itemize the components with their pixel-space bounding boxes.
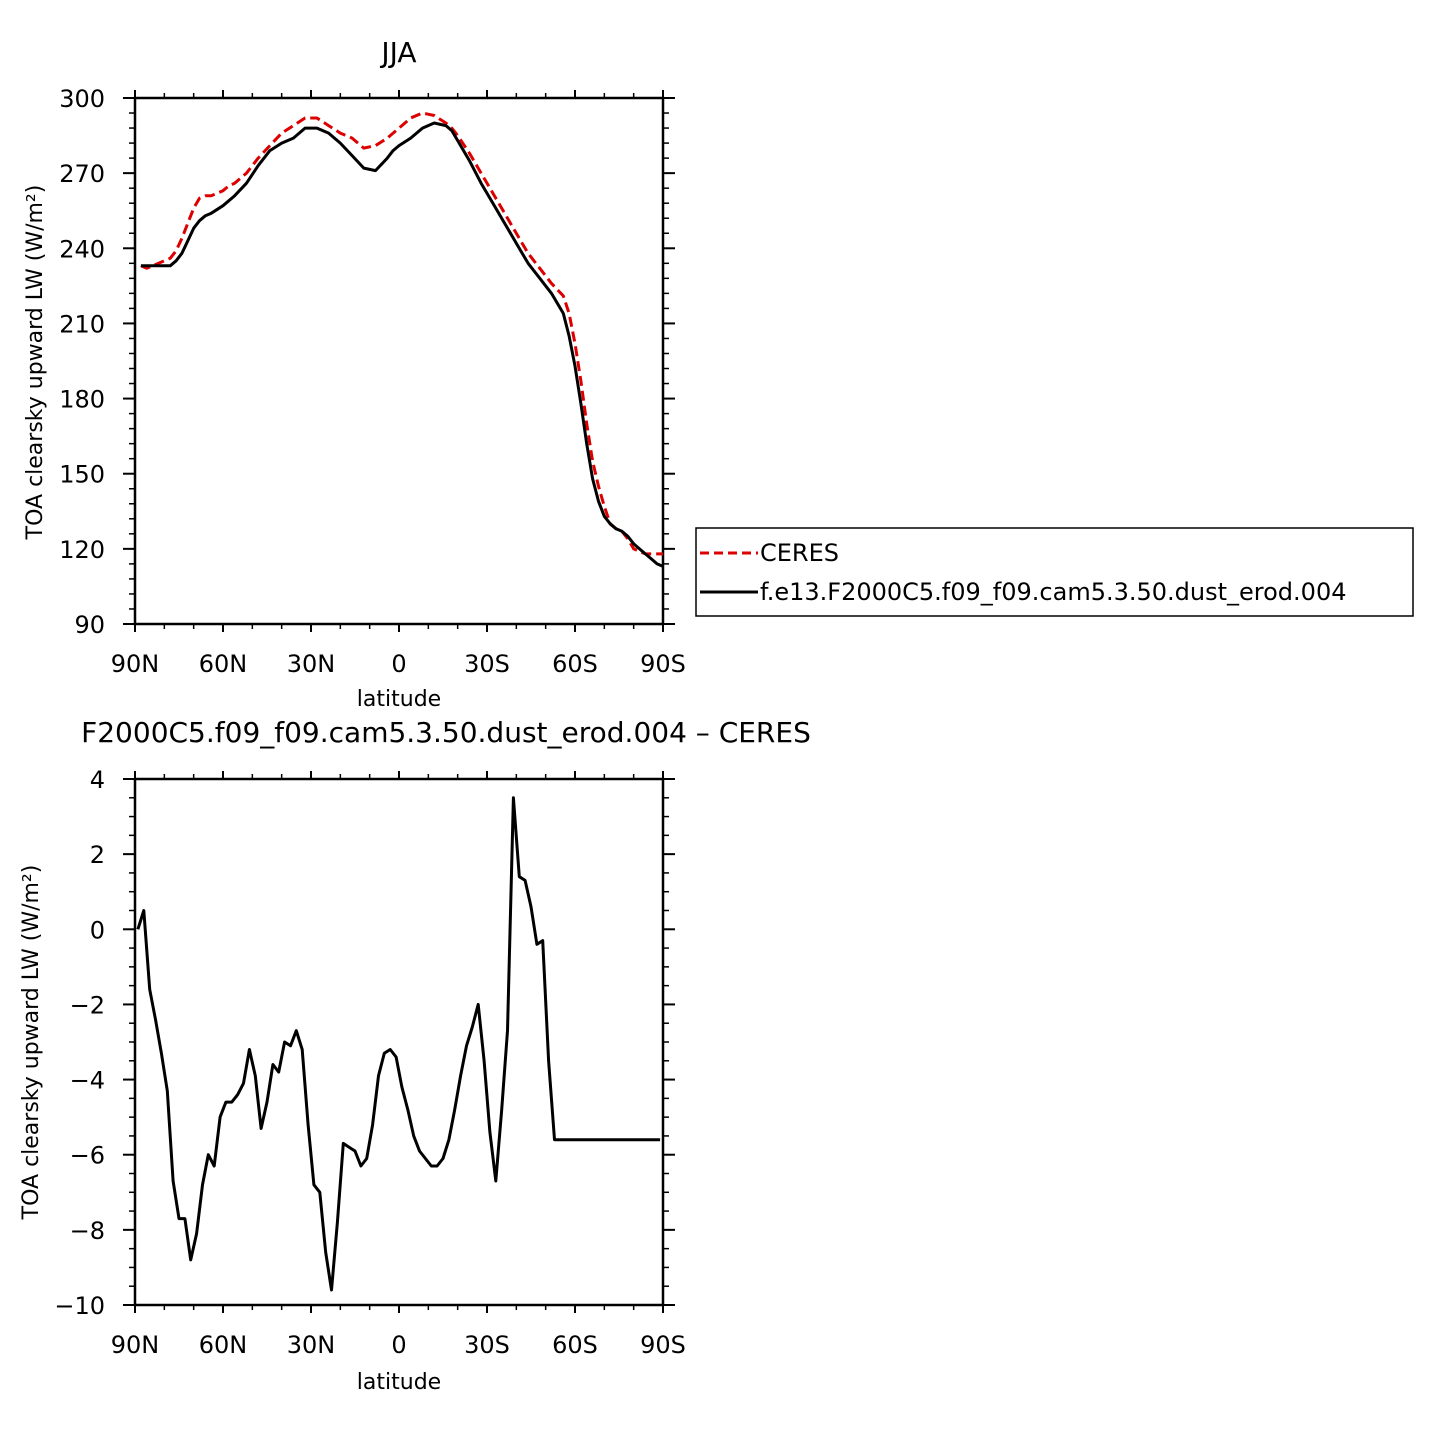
bottom-series-layer [136,796,661,1292]
top-series-line-0 [140,111,663,556]
bottom-ytick-label: 0 [90,916,105,944]
bottom-xtick-label: 60N [199,1331,248,1359]
top-plot-frame [133,96,665,626]
legend-label-model: f.e13.F2000C5.f09_f09.cam5.3.50.dust_ero… [760,578,1346,606]
bottom-ytick-label: 4 [90,766,105,794]
top-xtick-label: 0 [391,650,406,678]
top-xtick-label: 30S [464,650,510,678]
top-xtick-label: 90N [111,650,160,678]
bottom-xtick-label: 30N [287,1331,336,1359]
top-ytick-label: 90 [74,611,105,639]
top-ytick-label: 270 [59,160,105,188]
panel-bottom-chart: F2000C5.f09_f09.cam5.3.50.dust_erod.004 … [19,716,811,1395]
top-xtick-label: 60S [552,650,598,678]
legend-box [695,527,1414,617]
legend: CERES f.e13.F2000C5.f09_f09.cam5.3.50.du… [695,527,1414,617]
bottom-series-line-0 [136,796,661,1292]
top-axes: 90N 60N 30N 0 30S 60S 90S 90 120 150 180 210 240 270 3… [59,85,686,678]
bottom-chart-ylabel: TOA clearsky upward LW (W/m²) [19,865,44,1221]
bottom-xtick-label: 90S [640,1331,686,1359]
top-ytick-label: 210 [59,310,105,338]
top-ytick-label: 300 [59,85,105,113]
bottom-ytick-label: −10 [54,1292,105,1320]
top-chart-title: JJA [379,36,416,69]
top-xtick-label: 30N [287,650,336,678]
bottom-plot-frame [133,777,665,1307]
top-series-layer [140,111,664,568]
top-ytick-label: 150 [59,461,105,489]
top-ytick-label: 240 [59,235,105,263]
bottom-axes: 90N 60N 30N 0 30S 60S 90S −10 −8 −6 −4 −2 0 2 4 [54,766,686,1359]
top-ytick-label: 180 [59,386,105,414]
panel-top-chart: JJA TOA clearsky upward LW (W/m²) latitu… [23,36,686,712]
bottom-xtick-label: 30S [464,1331,510,1359]
bottom-ytick-label: −6 [70,1142,105,1170]
bottom-xtick-label: 0 [391,1331,406,1359]
bottom-ytick-label: −2 [70,991,105,1019]
top-xtick-label: 60N [199,650,248,678]
bottom-ytick-label: −4 [70,1067,105,1095]
bottom-ytick-label: 2 [90,841,105,869]
top-ytick-label: 120 [59,536,105,564]
top-xtick-label: 90S [640,650,686,678]
top-series-line-1 [140,121,664,568]
top-chart-xlabel: latitude [357,687,441,712]
top-chart-ylabel: TOA clearsky upward LW (W/m²) [23,185,48,541]
bottom-xtick-label: 60S [552,1331,598,1359]
legend-label-ceres: CERES [760,539,839,567]
bottom-ytick-label: −8 [70,1217,105,1245]
bottom-chart-title: F2000C5.f09_f09.cam5.3.50.dust_erod.004 … [81,716,811,749]
bottom-xtick-label: 90N [111,1331,160,1359]
bottom-chart-xlabel: latitude [357,1370,441,1395]
